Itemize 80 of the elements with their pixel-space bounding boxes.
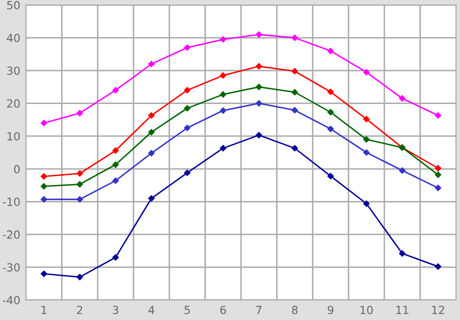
point	[220, 107, 226, 114]
point	[292, 107, 298, 114]
point	[76, 110, 83, 116]
x-tick-label: 8	[292, 306, 298, 314]
x-tick-label: 2	[77, 306, 82, 314]
point	[327, 172, 334, 180]
point	[220, 145, 226, 152]
point	[184, 44, 190, 51]
x-tick-label: 3	[112, 306, 118, 314]
point	[220, 36, 226, 43]
point	[399, 167, 406, 174]
point	[434, 184, 442, 192]
point	[399, 95, 406, 102]
x-tick-label: 10	[360, 306, 373, 314]
point	[148, 129, 155, 136]
point	[363, 116, 370, 122]
point	[148, 195, 155, 202]
y-tick-label: 30	[7, 66, 20, 75]
point	[256, 132, 262, 138]
point	[40, 120, 48, 126]
point	[40, 196, 48, 203]
point	[184, 170, 190, 176]
point	[292, 89, 298, 96]
point	[363, 149, 370, 156]
point	[40, 183, 48, 190]
point	[327, 88, 334, 96]
x-tick-label: 11	[396, 306, 408, 314]
point	[363, 136, 370, 143]
point	[363, 69, 370, 76]
point	[434, 263, 442, 270]
point	[292, 145, 298, 152]
y-tick-label: 0	[14, 164, 20, 174]
y-tick-label: 20	[7, 99, 20, 108]
point	[256, 31, 262, 38]
point	[76, 170, 83, 177]
point	[112, 178, 119, 184]
point	[184, 105, 190, 112]
point	[292, 34, 298, 41]
point	[112, 87, 119, 94]
y-tick-label: 40	[6, 34, 20, 42]
point	[148, 112, 155, 119]
point	[76, 274, 83, 280]
point	[292, 68, 298, 74]
point	[256, 84, 262, 90]
point	[76, 181, 83, 188]
x-tick-label: 12	[432, 306, 444, 314]
point	[220, 91, 226, 98]
point	[327, 48, 334, 54]
point	[220, 72, 226, 79]
x-tick-label: 6	[220, 306, 226, 314]
x-tick-label: 7	[256, 306, 262, 314]
point	[184, 124, 190, 132]
point	[399, 250, 406, 257]
y-tick-label: 10	[8, 132, 20, 140]
y-tick-label: -30	[2, 263, 20, 272]
point	[148, 150, 155, 156]
y-tick-label: -40	[2, 296, 20, 304]
point	[363, 200, 370, 207]
point	[434, 112, 442, 119]
point	[256, 100, 262, 106]
point	[112, 254, 119, 261]
point	[184, 87, 190, 94]
x-tick-label: 4	[148, 306, 154, 314]
point	[327, 126, 334, 132]
x-tick-label: 9	[328, 306, 334, 314]
point	[40, 173, 48, 180]
point	[112, 161, 119, 168]
point	[256, 63, 262, 70]
y-tick-label: 50	[7, 0, 20, 10]
point	[434, 172, 442, 178]
point	[327, 109, 334, 116]
point	[112, 147, 119, 154]
x-tick-label: 5	[184, 306, 190, 314]
point	[40, 270, 48, 277]
y-tick-label: -10	[2, 198, 20, 206]
y-tick-label: -20	[2, 230, 20, 239]
x-tick-label: 1	[42, 306, 46, 314]
point	[148, 60, 155, 68]
point	[434, 165, 442, 172]
point	[76, 196, 83, 203]
